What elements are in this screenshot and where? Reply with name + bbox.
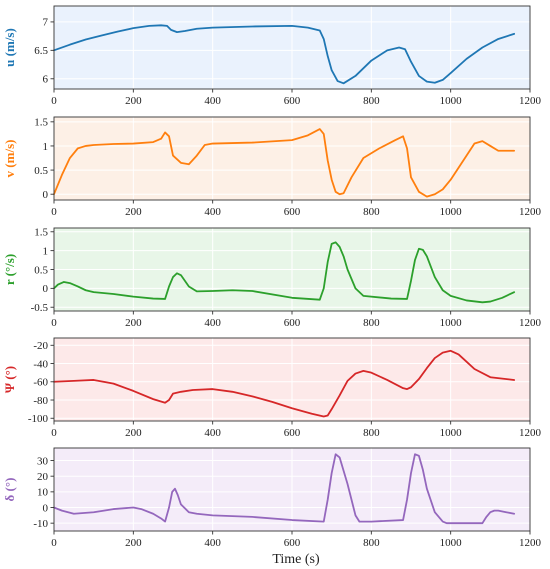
x-axis-label: Time (s) bbox=[272, 552, 320, 567]
x-tick-label: 1000 bbox=[440, 427, 463, 439]
y-tick-label: 1 bbox=[43, 245, 49, 257]
y-tick-label: -20 bbox=[33, 340, 48, 352]
x-tick-label: 1200 bbox=[519, 537, 542, 549]
x-tick-label: 1000 bbox=[440, 206, 463, 218]
x-tick-label: 600 bbox=[284, 537, 301, 549]
series-line-1 bbox=[53, 453, 516, 525]
y-tick-label: 7 bbox=[43, 17, 49, 29]
x-tick-label: 0 bbox=[51, 537, 57, 549]
y-tick-label: 0 bbox=[43, 502, 49, 514]
y-tick-label: -0.5 bbox=[31, 302, 49, 314]
y-tick-label: 0 bbox=[43, 189, 49, 201]
x-tick-label: 600 bbox=[284, 95, 301, 107]
series-line-1 bbox=[53, 241, 516, 304]
x-tick-label: 400 bbox=[204, 537, 221, 549]
x-tick-label: 600 bbox=[284, 317, 301, 329]
y-tick-label: 6.5 bbox=[34, 45, 48, 57]
y-tick-label: 0.5 bbox=[34, 165, 48, 177]
x-tick-label: 400 bbox=[204, 427, 221, 439]
x-tick-label: 0 bbox=[51, 206, 57, 218]
series-line-1 bbox=[53, 24, 516, 85]
y-tick-label: 30 bbox=[37, 455, 49, 467]
x-tick-label: 1200 bbox=[519, 95, 542, 107]
x-tick-label: 800 bbox=[363, 95, 380, 107]
series-line-1 bbox=[53, 128, 516, 198]
y-tick-label: 6 bbox=[43, 74, 49, 86]
x-tick-label: 800 bbox=[363, 537, 380, 549]
x-tick-label: 200 bbox=[125, 537, 142, 549]
y-tick-label: 20 bbox=[37, 471, 49, 483]
x-tick-label: 0 bbox=[51, 427, 57, 439]
y-tick-label: 0 bbox=[43, 283, 49, 295]
x-tick-label: 400 bbox=[204, 95, 221, 107]
y-tick-label: 1 bbox=[43, 141, 49, 153]
x-tick-label: 1200 bbox=[519, 427, 542, 439]
y-axis-label: v (m/s) bbox=[2, 140, 17, 178]
x-tick-label: 600 bbox=[284, 206, 301, 218]
y-tick-label: 1.5 bbox=[34, 117, 48, 129]
x-tick-label: 800 bbox=[363, 317, 380, 329]
y-tick-label: -100 bbox=[28, 413, 49, 425]
y-tick-label: 10 bbox=[37, 487, 49, 499]
series-line-1 bbox=[53, 349, 516, 418]
x-tick-label: 1200 bbox=[519, 317, 542, 329]
y-tick-label: -80 bbox=[33, 395, 48, 407]
y-axis-label: Ψ (°) bbox=[2, 366, 17, 393]
y-axis-label: δ (°) bbox=[2, 478, 17, 502]
y-tick-label: -10 bbox=[33, 518, 48, 530]
x-tick-label: 200 bbox=[125, 206, 142, 218]
x-tick-label: 800 bbox=[363, 427, 380, 439]
x-tick-label: 1000 bbox=[440, 95, 463, 107]
x-tick-label: 200 bbox=[125, 95, 142, 107]
subplot-1: 0 200 400 600 800 1000 1200 6 6.5 7 u (m/s) bbox=[2, 5, 542, 107]
y-tick-label: 1.5 bbox=[34, 227, 48, 239]
y-axis-label: r (°/s) bbox=[2, 254, 17, 285]
subplot-3: 0 200 400 600 800 1000 1200-0.500.511.5r (°/s) bbox=[2, 227, 542, 329]
x-tick-label: 200 bbox=[125, 427, 142, 439]
x-tick-label: 1000 bbox=[440, 537, 463, 549]
x-tick-label: 400 bbox=[204, 317, 221, 329]
x-tick-label: 200 bbox=[125, 317, 142, 329]
x-tick-label: 600 bbox=[284, 427, 301, 439]
x-tick-label: 0 bbox=[51, 95, 57, 107]
x-tick-label: 800 bbox=[363, 206, 380, 218]
y-tick-label: 0.5 bbox=[34, 264, 48, 276]
subplot-2: 0 200 400 600 800 1000 1200 0 0.5 1 1.5 v (m/s) bbox=[2, 116, 542, 218]
y-tick-label: -60 bbox=[33, 377, 48, 389]
x-tick-label: 1000 bbox=[440, 317, 463, 329]
x-tick-label: 1200 bbox=[519, 206, 542, 218]
subplot-4: 0 200 400 600 800 1000 1200 -100 -80 -60 -40 -20 Ψ (… bbox=[2, 337, 542, 439]
x-tick-label: 0 bbox=[51, 317, 57, 329]
x-tick-label: 400 bbox=[204, 206, 221, 218]
y-tick-label: -40 bbox=[33, 358, 48, 370]
y-axis-label: u (m/s) bbox=[2, 28, 17, 67]
